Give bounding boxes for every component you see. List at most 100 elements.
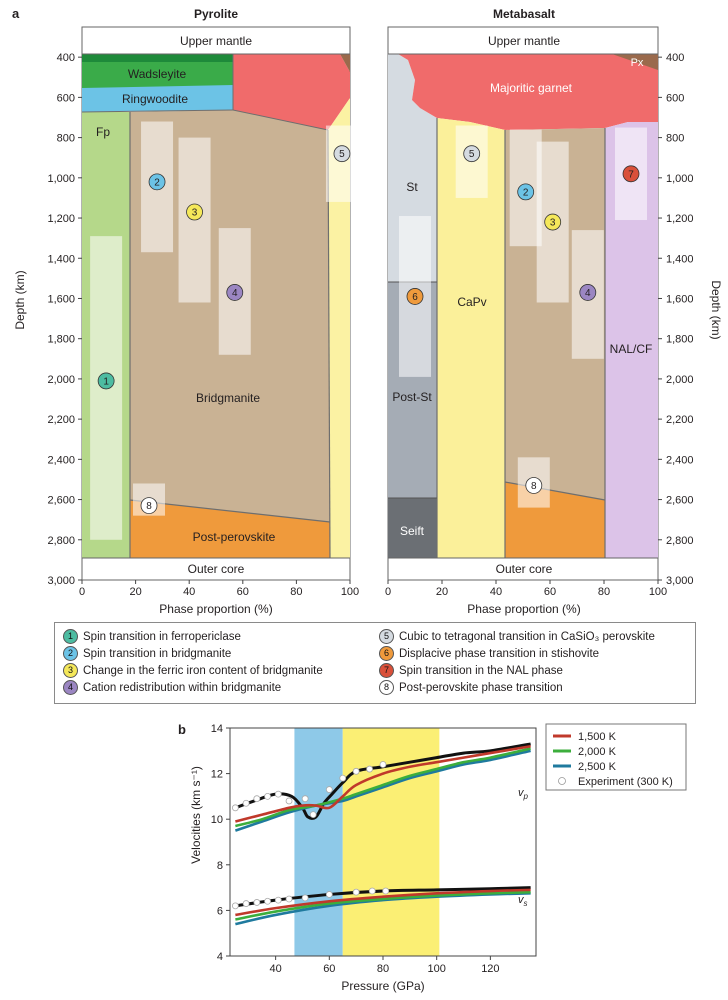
marker-4 (226, 284, 244, 301)
metabasalt-outer-core-label: Outer core (496, 562, 553, 576)
label-nal-cf: NAL/CF (610, 342, 653, 356)
velocity-legend-items: 1,500 K 2,000 K 2,500 K Experiment (300 K) (553, 731, 673, 788)
velocity-x-axis-label: Pressure (GPa) (341, 979, 424, 993)
x-tick-label: 20 (436, 586, 448, 598)
experiment-point-vs (253, 899, 261, 906)
experiment-point-vs (301, 894, 309, 902)
x-tick-label: 100 (341, 586, 359, 598)
pyrolite-outer-core-label: Outer core (188, 562, 245, 576)
pyrolite-y-axis-label: Depth (km) (13, 270, 27, 329)
panel-a-label: a (12, 6, 20, 21)
y-tick-label: 600 (57, 92, 75, 104)
phase-px (340, 54, 350, 72)
legend-text-2: Spin transition in bridgmanite (83, 647, 232, 660)
label-post-st: Post-St (392, 390, 432, 404)
experiment-point-vs (285, 895, 293, 903)
x-tick-label: 40 (183, 586, 195, 598)
phase-wadsleyite (82, 62, 233, 88)
y-tick-label: 2,000 (47, 374, 75, 386)
velocity-x-ticks: 40 60 80 100 120 (270, 956, 500, 975)
phase-red-garnet (233, 54, 350, 130)
legend-marker-2: 2 (63, 646, 78, 661)
legend-item-6: 6 Displacive phase transition in stishovi… (379, 646, 599, 661)
y-tick-label: 800 (57, 133, 75, 145)
label-post-perovskite: Post-perovskite (193, 530, 276, 544)
metabasalt-y-ticks: 400 600 800 1,000 1,200 1,400 1,600 1,800 2,000 2… (658, 52, 694, 587)
legend-item-4: 4 Cation redistribution within bridgmanit… (63, 680, 281, 695)
experiment-point-vs (231, 902, 239, 910)
marker-label-4: 4 (585, 288, 591, 299)
panel-b-label: b (178, 722, 186, 737)
marker-8 (140, 497, 158, 514)
legend-item-2: 2 Spin transition in bridgmanite (63, 646, 231, 661)
velocity-y-axis-label: Velocities (km s⁻¹) (189, 766, 203, 864)
marker-8 (525, 477, 543, 494)
marker-label-3: 3 (550, 218, 556, 229)
experiment-point-vp (264, 793, 271, 800)
label-ringwoodite: Ringwoodite (122, 92, 188, 106)
legend-item-5: 5 Cubic to tetragonal transition in CaSiO… (379, 629, 655, 644)
marker-6 (406, 288, 424, 305)
legend-marker-7: 7 (379, 663, 394, 678)
boundary-line (81, 109, 234, 113)
metabasalt-x-ticks: 0 20 40 60 80 100 (385, 580, 667, 598)
label-seift: Seift (400, 524, 425, 538)
vp-curve-2000k (235, 747, 531, 828)
y-tick-label: 2,200 (666, 414, 694, 426)
x-tick-label: 40 (490, 586, 502, 598)
x-tick-label: 120 (481, 963, 499, 975)
experiment-point-vs (368, 887, 376, 895)
experiment-point-vs (264, 897, 271, 905)
y-tick-label: 2,200 (47, 414, 75, 426)
label-fp: Fp (96, 125, 110, 139)
metabasalt-x-axis-label: Phase proportion (%) (467, 602, 580, 616)
legend-text-3: Change in the ferric iron content of bri… (83, 664, 323, 677)
legend-marker-4: 4 (63, 680, 78, 695)
y-tick-label: 3,000 (666, 575, 694, 587)
y-tick-label: 1,800 (47, 334, 75, 346)
y-tick-label: 10 (211, 814, 223, 826)
marker-label-2: 2 (154, 177, 160, 188)
y-tick-label: 1,000 (47, 173, 75, 185)
phase-ringwoodite (82, 85, 233, 112)
y-tick-label: 2,600 (666, 495, 694, 507)
marker-label-2: 2 (523, 187, 529, 198)
experiment-point-vp (274, 790, 282, 798)
highlight-box-5 (325, 125, 358, 202)
marker-label-5: 5 (339, 149, 345, 160)
vs-curve-label: vs (518, 894, 528, 908)
x-tick-label: 20 (129, 586, 141, 598)
marker-5 (463, 145, 481, 163)
marker-2 (517, 183, 535, 201)
y-tick-label: 1,800 (666, 334, 694, 346)
experiment-point-vp (379, 761, 387, 768)
vs-curve-1500k (235, 888, 531, 917)
x-tick-label: 80 (598, 586, 610, 598)
velocity-y-ticks: 4 6 8 10 12 14 (211, 723, 230, 963)
marker-2 (148, 173, 166, 191)
x-tick-label: 100 (649, 586, 667, 598)
y-tick-label: 1,000 (666, 173, 694, 185)
legend-series-label: Experiment (300 K) (578, 776, 673, 788)
metabasalt-title: Metabasalt (493, 7, 555, 21)
y-tick-label: 3,000 (47, 575, 75, 587)
metabasalt-panel: Metabasalt Upper mantle Outer core Px Ma… (385, 7, 723, 616)
legend-marker-3: 3 (63, 663, 78, 678)
label-px: Px (631, 57, 644, 69)
experiment-point-vs (382, 887, 390, 895)
y-tick-label: 1,600 (47, 293, 75, 305)
legend-series-label: 2,000 K (578, 746, 617, 758)
legend-text-1: Spin transition in ferropericlase (83, 630, 241, 643)
experiment-point-vp (339, 774, 347, 782)
label-capv: CaPv (457, 295, 486, 309)
x-tick-label: 100 (428, 963, 446, 975)
phase-majoritic-garnet (398, 54, 658, 130)
experiment-point-vp (285, 797, 293, 805)
y-tick-label: 2,800 (47, 535, 75, 547)
vp-curve-label: vp (518, 787, 529, 801)
experiment-point-vs (352, 888, 360, 896)
legend-text-6: Displacive phase transition in stishovit… (399, 647, 600, 660)
phase-seift (388, 498, 437, 558)
phase-dark-green (82, 54, 233, 62)
phase-nal-cf (605, 122, 658, 558)
